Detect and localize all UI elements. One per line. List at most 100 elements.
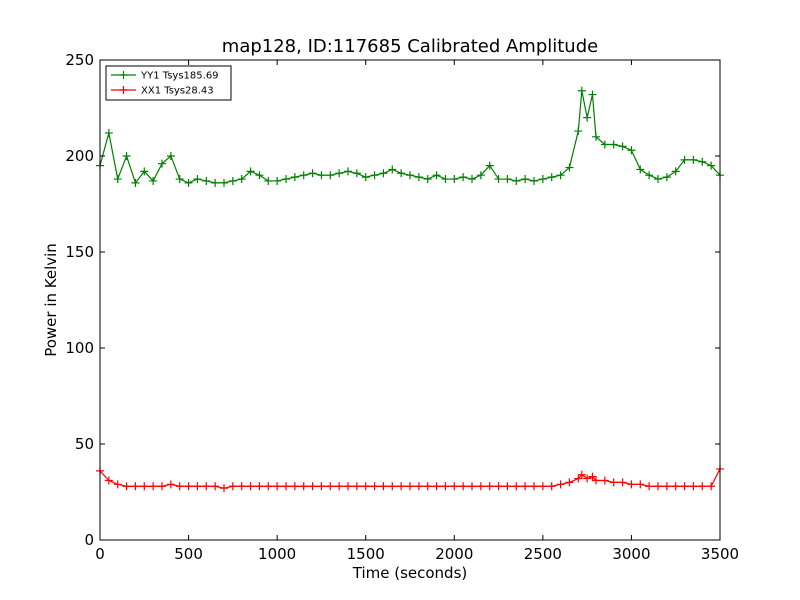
- data-point: [476, 482, 485, 491]
- data-point: [707, 482, 716, 491]
- data-point: [202, 176, 211, 185]
- data-point: [202, 482, 211, 491]
- data-point: [450, 482, 459, 491]
- data-point: [547, 173, 556, 182]
- data-point: [158, 159, 166, 168]
- data-point: [352, 482, 361, 491]
- data-point: [556, 480, 565, 489]
- data-point: [432, 482, 441, 491]
- data-point: [423, 175, 432, 184]
- data-point: [645, 482, 654, 491]
- data-point: [379, 482, 388, 491]
- data-point: [264, 482, 273, 491]
- data-point: [521, 175, 530, 184]
- x-tick-label: 2500: [524, 545, 562, 563]
- data-point: [521, 482, 530, 491]
- data-point: [592, 132, 600, 141]
- data-point: [636, 480, 645, 489]
- data-point: [352, 169, 361, 178]
- data-point: [361, 482, 370, 491]
- data-point: [654, 175, 662, 184]
- data-point: [636, 165, 645, 174]
- legend-marker-1: [119, 71, 128, 79]
- data-point: [290, 173, 299, 182]
- data-point: [184, 178, 193, 187]
- data-point: [344, 482, 352, 491]
- data-point: [583, 113, 592, 122]
- plot-background: [100, 60, 720, 540]
- data-point: [246, 482, 255, 491]
- data-point: [618, 142, 627, 151]
- data-point: [361, 173, 370, 182]
- data-point: [149, 176, 158, 185]
- data-point: [698, 157, 707, 166]
- y-axis-label: Power in Kelvin: [42, 243, 60, 357]
- data-point: [264, 176, 273, 185]
- data-point: [538, 482, 547, 491]
- legend-label-1: YY1 Tsys185.69: [140, 71, 219, 82]
- data-point: [459, 173, 468, 182]
- data-point: [494, 482, 503, 491]
- x-tick-label: 0: [95, 545, 105, 563]
- data-point: [671, 167, 680, 176]
- data-point: [476, 171, 485, 180]
- data-point: [104, 128, 113, 137]
- data-point: [414, 482, 423, 491]
- data-point: [326, 171, 335, 180]
- data-point: [397, 169, 406, 178]
- data-point: [680, 482, 689, 491]
- y-tick-label: 200: [65, 147, 94, 165]
- data-point: [609, 478, 618, 487]
- x-tick-label: 500: [174, 545, 203, 563]
- data-point: [344, 167, 352, 176]
- data-point: [166, 480, 175, 489]
- data-point: [600, 476, 609, 485]
- data-point: [335, 169, 344, 178]
- data-point: [220, 484, 228, 493]
- data-point: [104, 476, 113, 485]
- data-point: [246, 167, 255, 176]
- data-point: [600, 140, 609, 149]
- data-point: [184, 482, 193, 491]
- data-point: [237, 175, 246, 184]
- y-tick-label: 50: [75, 435, 94, 453]
- data-point: [406, 171, 414, 180]
- data-point: [503, 482, 512, 491]
- data-point: [299, 482, 308, 491]
- chart-title: map128, ID:117685 Calibrated Amplitude: [222, 36, 598, 57]
- data-point: [577, 470, 586, 479]
- data-point: [512, 176, 521, 185]
- data-point: [645, 171, 654, 180]
- data-point: [370, 171, 379, 180]
- data-point: [122, 152, 131, 160]
- data-point: [512, 482, 521, 491]
- data-point: [588, 90, 597, 99]
- data-point: [220, 178, 228, 187]
- data-point: [193, 482, 202, 491]
- data-point: [140, 167, 149, 176]
- data-point: [299, 171, 308, 180]
- data-point: [485, 161, 494, 170]
- data-point: [406, 482, 414, 491]
- data-point: [255, 171, 264, 180]
- data-point: [193, 175, 202, 184]
- data-point: [131, 482, 140, 491]
- data-point: [689, 482, 698, 491]
- data-point: [211, 482, 220, 491]
- legend-box: [105, 65, 232, 101]
- data-point: [397, 482, 406, 491]
- data-point: [698, 482, 707, 491]
- data-point: [503, 175, 512, 184]
- data-point: [618, 478, 627, 487]
- data-point: [388, 165, 397, 174]
- plot-area: [100, 60, 720, 540]
- data-point: [547, 482, 556, 491]
- x-tick-label: 3000: [612, 545, 650, 563]
- x-tick-label: 1000: [258, 545, 296, 563]
- plot-frame: [99, 59, 721, 541]
- data-point: [565, 478, 574, 487]
- data-point: [441, 175, 450, 184]
- data-point: [175, 482, 184, 491]
- data-point: [113, 480, 122, 489]
